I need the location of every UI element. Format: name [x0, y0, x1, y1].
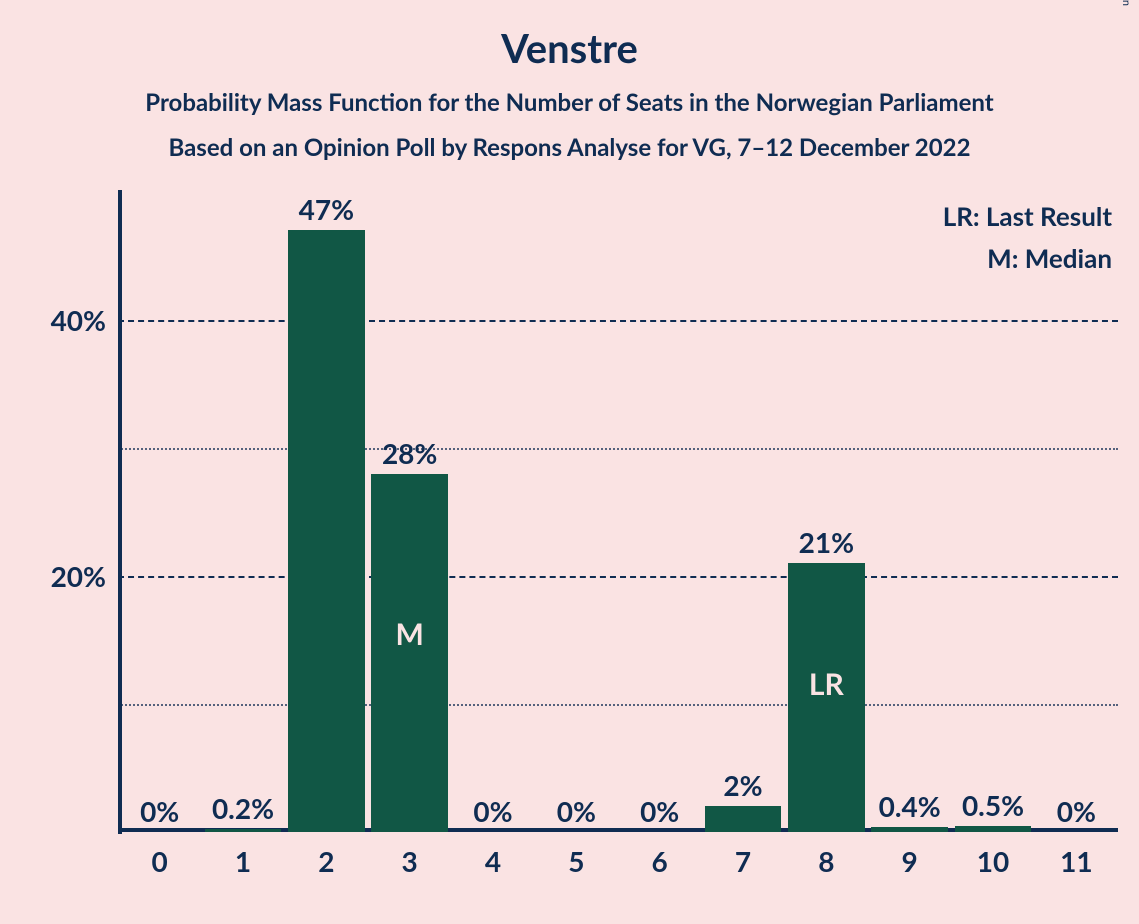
x-tick-label: 10: [977, 832, 1009, 878]
bar-value-label: 0.4%: [879, 789, 941, 827]
bar-value-label: 0%: [473, 794, 512, 832]
bar-value-label: 2%: [723, 768, 762, 806]
bar-value-label: 0%: [1057, 794, 1096, 832]
bar-value-label: 0%: [140, 794, 179, 832]
bar: 28%M: [371, 474, 448, 832]
y-tick-label: 20%: [51, 559, 118, 593]
x-tick-label: 0: [152, 832, 168, 878]
legend-item: LR: Last Result: [943, 200, 1112, 232]
gridline-major: [118, 576, 1118, 578]
bar-value-label: 21%: [799, 525, 854, 563]
x-tick-label: 9: [902, 832, 918, 878]
x-tick-label: 5: [568, 832, 584, 878]
chart-title: Venstre: [0, 0, 1139, 72]
bar-marker-label: LR: [809, 666, 844, 702]
bar-value-label: 28%: [382, 436, 437, 474]
bar: 47%: [288, 230, 365, 832]
bar-value-label: 0.5%: [962, 788, 1024, 826]
bar-value-label: 0%: [640, 794, 679, 832]
chart-subtitle-1: Probability Mass Function for the Number…: [0, 72, 1139, 117]
x-tick-label: 2: [318, 832, 334, 878]
bar: 21%LR: [788, 563, 865, 832]
bar: 2%: [705, 806, 782, 832]
x-tick-label: 6: [652, 832, 668, 878]
gridline-major: [118, 320, 1118, 322]
plot-area: 20%40%0%00.2%147%228%M30%40%50%62%721%LR…: [118, 192, 1118, 832]
x-tick-label: 3: [402, 832, 418, 878]
x-tick-label: 7: [735, 832, 751, 878]
x-tick-label: 11: [1060, 832, 1092, 878]
legend-item: M: Median: [987, 242, 1112, 274]
y-tick-label: 40%: [51, 303, 118, 337]
bar-value-label: 0%: [557, 794, 596, 832]
bar-value-label: 0.2%: [212, 791, 274, 829]
copyright-notice: © 2025 Filip van Laenen: [1120, 0, 1133, 6]
bar-marker-label: M: [395, 616, 423, 652]
x-tick-label: 8: [818, 832, 834, 878]
chart-subtitle-2: Based on an Opinion Poll by Respons Anal…: [0, 117, 1139, 162]
gridline-minor: [118, 448, 1118, 450]
x-tick-label: 4: [485, 832, 501, 878]
bar-value-label: 47%: [299, 192, 354, 230]
gridline-minor: [118, 704, 1118, 706]
y-axis-line: [118, 190, 122, 834]
x-tick-label: 1: [235, 832, 251, 878]
